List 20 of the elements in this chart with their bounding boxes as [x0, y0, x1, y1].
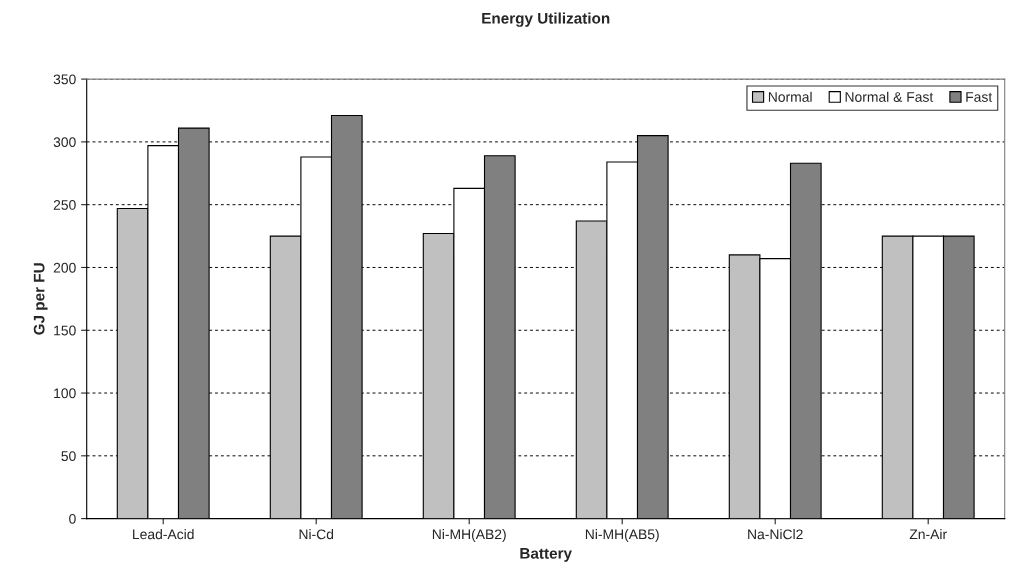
y-tick-label: 0 — [69, 513, 76, 524]
y-tick-label: 300 — [53, 137, 76, 148]
y-tick-label: 100 — [54, 388, 76, 399]
x-tick-label: Lead-Acid — [133, 529, 194, 540]
y-tick-label: 50 — [61, 451, 76, 461]
y-tick-label: 150 — [54, 325, 76, 336]
y-axis-title: GJ per FU — [33, 263, 48, 335]
y-tick-label: 250 — [53, 200, 76, 210]
x-tick-label: Zn-Air — [909, 529, 947, 540]
chart-title: Energy Utilization — [482, 12, 610, 27]
x-tick-label: Ni-MH(AB2) — [432, 529, 506, 542]
legend-label: Normal — [768, 91, 812, 102]
x-tick-label: Na-NiCl2 — [748, 529, 803, 540]
x-axis-title: Battery — [520, 548, 572, 562]
y-tick-label: 350 — [53, 74, 76, 85]
legend-label: Normal & Fast — [845, 91, 934, 102]
y-tick-label: 200 — [53, 262, 76, 273]
legend-label: Fast — [966, 92, 993, 102]
x-tick-label: Ni-MH(AB5) — [585, 529, 659, 542]
x-tick-label: Ni-Cd — [299, 529, 334, 540]
